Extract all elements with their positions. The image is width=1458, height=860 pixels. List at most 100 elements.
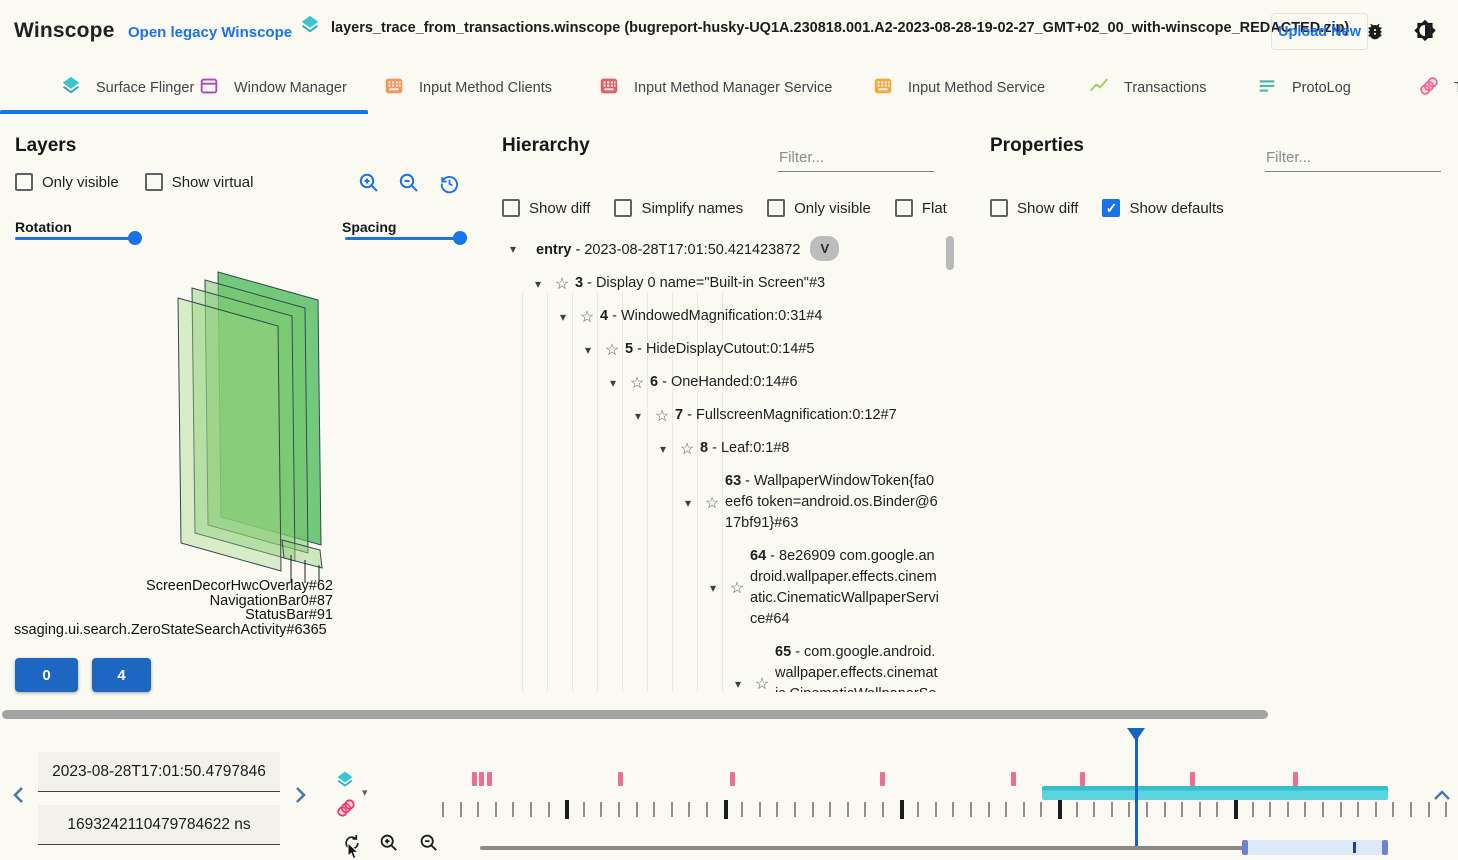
sf-entry-tick[interactable] <box>1357 802 1359 817</box>
sf-entry-tick[interactable] <box>1304 802 1306 817</box>
tab-input-method-manager-service[interactable]: Input Method Manager Service <box>598 62 832 114</box>
sf-entry-tick[interactable] <box>1322 802 1324 817</box>
expand-arrow-icon[interactable]: ▾ <box>634 408 642 423</box>
tree-node-63[interactable]: ▾ ☆ 63 - WallpaperWindowToken{fa0eef6 toke… <box>502 465 944 540</box>
expand-arrow-icon[interactable]: ▾ <box>709 581 717 595</box>
refresh-icon[interactable] <box>342 833 362 858</box>
tree-node-7[interactable]: ▾ ☆ 7 - FullscreenMagnification:0:12#7 <box>502 399 944 432</box>
transition-marker[interactable] <box>479 772 484 786</box>
open-legacy-link[interactable]: Open legacy Winscope <box>128 24 293 41</box>
display-rect-button-4[interactable]: 4 <box>92 658 151 692</box>
transition-marker[interactable] <box>618 772 623 786</box>
sf-entry-tick[interactable] <box>864 802 866 817</box>
next-entry-icon[interactable] <box>291 785 309 810</box>
pin-star-icon[interactable]: ☆ <box>704 494 720 512</box>
sf-entry-tick[interactable] <box>1428 802 1430 817</box>
sf-entry-tick[interactable] <box>653 802 655 817</box>
checkbox-box[interactable] <box>990 199 1008 217</box>
tree-node-6[interactable]: ▾ ☆ 6 - OneHanded:0:14#6 <box>502 366 944 399</box>
sf-entry-tick[interactable] <box>512 802 514 817</box>
sf-entry-tick[interactable] <box>952 802 954 817</box>
checkbox-show-defaults[interactable]: ✓ Show defaults <box>1102 199 1224 217</box>
zoom-in-icon[interactable] <box>358 172 380 199</box>
sf-entry-tick[interactable] <box>495 802 497 817</box>
sf-entry-tick[interactable] <box>1234 800 1238 819</box>
pin-star-icon[interactable]: ☆ <box>679 440 695 458</box>
hierarchy-filter-input[interactable] <box>778 146 934 172</box>
pin-star-icon[interactable]: ☆ <box>754 676 770 692</box>
trace-select-caret-icon[interactable]: ▾ <box>362 787 368 799</box>
zoom-range-bar[interactable] <box>1042 786 1388 800</box>
expand-arrow-icon[interactable]: ▾ <box>684 495 692 510</box>
sf-entry-tick[interactable] <box>706 802 708 817</box>
pin-star-icon[interactable]: ☆ <box>729 580 745 597</box>
pin-star-icon[interactable]: ☆ <box>554 275 570 293</box>
sf-entry-tick[interactable] <box>794 802 796 817</box>
checkbox-box[interactable] <box>894 199 913 217</box>
sf-entry-tick[interactable] <box>688 802 690 817</box>
checkbox-flat[interactable]: Flat <box>894 199 947 217</box>
pin-star-icon[interactable]: ☆ <box>654 407 670 425</box>
sf-entry-tick[interactable] <box>600 802 602 817</box>
sf-entry-tick[interactable] <box>1040 802 1042 817</box>
properties-filter-input[interactable] <box>1265 146 1441 172</box>
checkbox-box[interactable] <box>144 173 163 191</box>
sf-entry-tick[interactable] <box>671 802 673 817</box>
sf-entry-tick[interactable] <box>565 800 569 819</box>
tree-node-3[interactable]: ▾ ☆ 3 - Display 0 name="Built-in Screen"#3 <box>502 267 944 300</box>
checkbox-box[interactable] <box>767 199 786 217</box>
tree-node-8[interactable]: ▾ ☆ 8 - Leaf:0:1#8 <box>502 432 944 465</box>
transition-marker[interactable] <box>1080 772 1085 786</box>
sf-entry-tick[interactable] <box>970 802 972 817</box>
sf-entry-tick[interactable] <box>442 802 444 817</box>
expand-arrow-icon[interactable]: ▾ <box>734 677 742 691</box>
tree-node-entry[interactable]: ▾ entry - 2023-08-28T17:01:50.421423872 V <box>502 230 944 267</box>
timeline-zoom-out-icon[interactable] <box>419 833 439 858</box>
expand-arrow-icon[interactable]: ▾ <box>659 441 667 456</box>
sf-entry-tick[interactable] <box>1392 802 1394 817</box>
checkbox-show-diff[interactable]: Show diff <box>990 199 1078 217</box>
checkbox-box[interactable] <box>502 199 520 217</box>
sf-entry-tick[interactable] <box>1164 802 1166 817</box>
tab-input-method-clients[interactable]: Input Method Clients <box>383 62 552 114</box>
tree-node-5[interactable]: ▾ ☆ 5 - HideDisplayCutout:0:14#5 <box>502 333 944 366</box>
sf-entry-tick[interactable] <box>1005 802 1007 817</box>
transition-marker[interactable] <box>1293 772 1298 786</box>
sf-entry-tick[interactable] <box>1410 802 1412 817</box>
transition-marker[interactable] <box>730 772 735 786</box>
checkbox-simplify-names[interactable]: Simplify names <box>614 199 743 217</box>
checkbox-show-diff[interactable]: Show diff <box>502 199 590 217</box>
sf-entry-tick[interactable] <box>900 800 904 819</box>
pin-star-icon[interactable]: ☆ <box>629 374 645 392</box>
expand-arrow-icon[interactable]: ▾ <box>509 241 517 256</box>
tab-transactions[interactable]: Transactions <box>1088 62 1206 114</box>
sf-entry-tick[interactable] <box>812 802 814 817</box>
sf-entry-tick[interactable] <box>776 802 778 817</box>
sf-entry-tick[interactable] <box>1199 802 1201 817</box>
sf-entry-tick[interactable] <box>1128 802 1130 817</box>
tab-protolog[interactable]: ProtoLog <box>1256 62 1351 114</box>
tab-input-method-service[interactable]: Input Method Service <box>872 62 1045 114</box>
sf-entry-tick[interactable] <box>1181 802 1183 817</box>
tab-window-manager[interactable]: Window Manager <box>198 62 347 114</box>
spacing-slider-track[interactable] <box>345 237 461 240</box>
zoom-out-icon[interactable] <box>398 172 420 199</box>
sf-entry-tick[interactable] <box>548 802 550 817</box>
sf-entry-tick[interactable] <box>917 802 919 817</box>
layers-3d-view[interactable] <box>60 255 450 585</box>
tree-node-65[interactable]: ▾ ☆ 65 - com.google.android.wallpaper.effe… <box>502 636 944 692</box>
rotation-slider-track[interactable] <box>15 237 137 240</box>
checkbox-only-visible[interactable]: Only visible <box>767 199 871 217</box>
sf-entry-tick[interactable] <box>1076 802 1078 817</box>
sf-entry-tick[interactable] <box>1269 802 1271 817</box>
sf-entry-tick[interactable] <box>1445 802 1447 817</box>
sf-entry-tick[interactable] <box>1111 802 1113 817</box>
timeline-cursor-line[interactable] <box>1135 730 1138 846</box>
bug-report-icon[interactable] <box>1364 20 1386 47</box>
layers-trace-icon[interactable] <box>335 770 355 795</box>
transition-marker[interactable] <box>1011 772 1016 786</box>
upload-new-button[interactable]: Upload New <box>1271 13 1368 50</box>
spacing-slider-thumb[interactable] <box>453 231 467 245</box>
sf-entry-tick[interactable] <box>1287 802 1289 817</box>
pin-star-icon[interactable]: ☆ <box>604 341 620 359</box>
